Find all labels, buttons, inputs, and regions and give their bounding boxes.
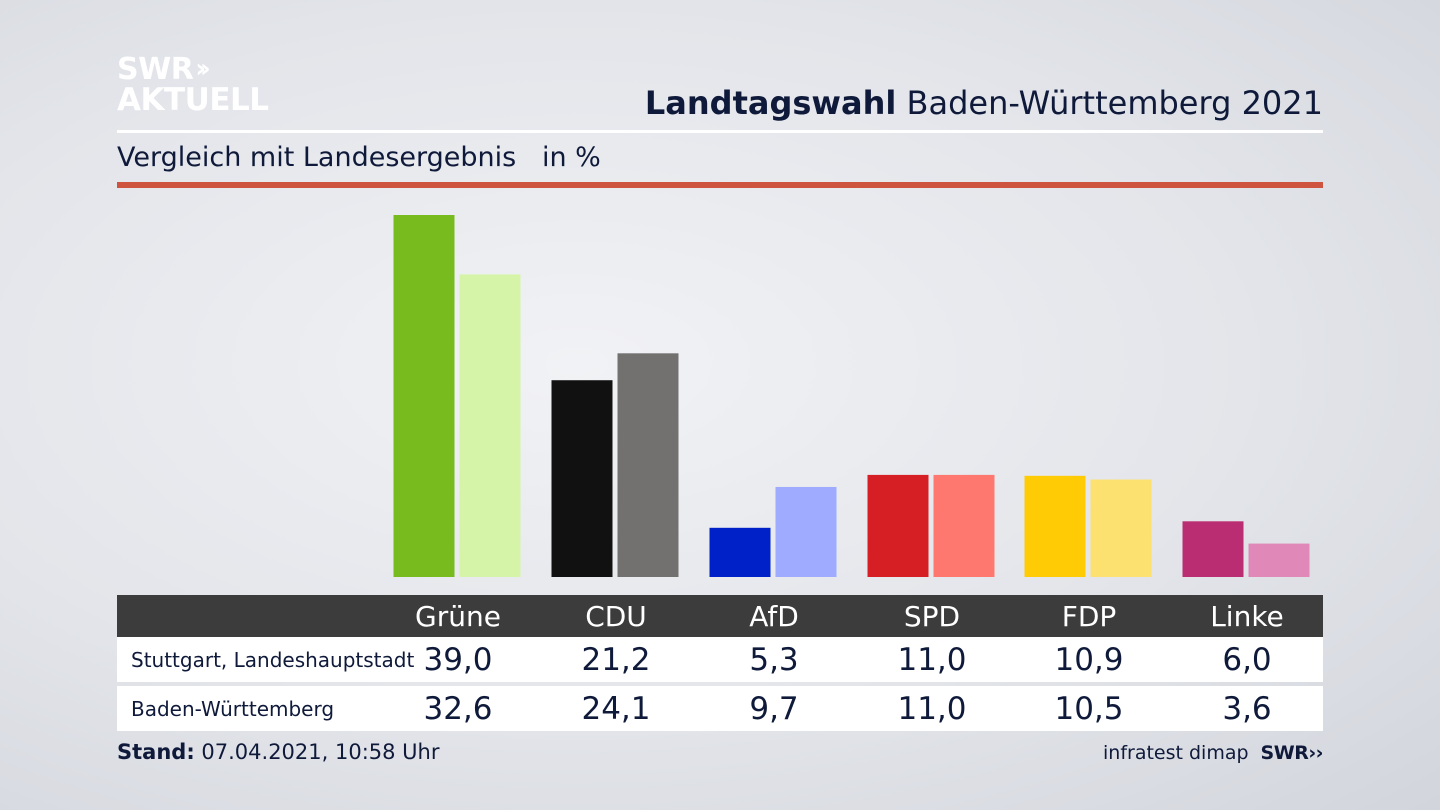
- swr-logo: SWR››: [1260, 742, 1324, 764]
- table-row: Baden-Württemberg 32,6 24,1 9,7 11,0 10,5 3,6: [117, 686, 1323, 731]
- table-row: Stuttgart, Landeshauptstadt 39,0 21,2 5,3 11…: [117, 637, 1323, 682]
- bar-gr-ne-landesergebnis: [459, 274, 521, 577]
- value-cell: 10,5: [1054, 690, 1124, 727]
- value-cell: 5,3: [749, 641, 799, 678]
- bar-spd-stuttgart: [867, 474, 929, 577]
- bar-spd-landesergebnis: [933, 474, 995, 577]
- column-header: Grüne: [415, 599, 501, 633]
- row-label: Stuttgart, Landeshauptstadt: [131, 647, 415, 672]
- page-title: Landtagswahl Baden-Württemberg 2021: [645, 84, 1323, 122]
- stand-value: 07.04.2021, 10:58 Uhr: [194, 740, 440, 764]
- value-cell: 11,0: [897, 641, 967, 678]
- bar-cdu-stuttgart: [551, 380, 613, 577]
- logo-line1: SWR: [117, 52, 194, 87]
- value-cell: 24,1: [581, 690, 651, 727]
- value-cell: 21,2: [581, 641, 651, 678]
- swr-aktuell-logo: SWR ›› AKTUELL: [117, 54, 269, 116]
- column-header: Linke: [1210, 599, 1284, 633]
- title-divider: [117, 130, 1323, 133]
- results-table: Grüne CDU AfD SPD FDP Linke Stuttgart, Landes…: [117, 595, 1323, 731]
- row-label: Baden-Württemberg: [131, 696, 335, 721]
- swr-logo-text: SWR: [1260, 742, 1309, 764]
- chevrons-icon: ››: [1308, 742, 1323, 764]
- chart-subtitle: Vergleich mit Landesergebnis in %: [117, 142, 601, 173]
- value-cell: 10,9: [1054, 641, 1124, 678]
- bar-linke-stuttgart: [1182, 521, 1244, 577]
- title-rest: Baden-Württemberg 2021: [906, 84, 1324, 122]
- table-body: Stuttgart, Landeshauptstadt 39,0 21,2 5,3 11…: [117, 637, 1323, 731]
- value-cell: 39,0: [423, 641, 493, 678]
- source-credit: infratest dimap SWR››: [1103, 742, 1323, 764]
- column-header: CDU: [585, 599, 647, 633]
- value-cell: 9,7: [749, 690, 799, 727]
- column-header: AfD: [749, 599, 799, 633]
- bar-afd-landesergebnis: [775, 486, 837, 577]
- bar-linke-landesergebnis: [1248, 543, 1310, 577]
- source-text: infratest dimap: [1103, 742, 1249, 764]
- title-bold: Landtagswahl: [644, 84, 897, 122]
- bar-gr-ne-stuttgart: [393, 215, 455, 577]
- table-header-row: Grüne CDU AfD SPD FDP Linke: [117, 595, 1323, 637]
- value-cell: 32,6: [423, 690, 493, 727]
- logo-line2: AKTUELL: [117, 82, 269, 118]
- stand-label: Stand:: [117, 740, 195, 764]
- bar-fdp-landesergebnis: [1090, 479, 1152, 577]
- value-cell: 11,0: [897, 690, 967, 727]
- column-header: FDP: [1061, 599, 1117, 633]
- bar-fdp-stuttgart: [1024, 475, 1086, 577]
- bar-cdu-landesergebnis: [617, 353, 679, 577]
- value-cell: 3,6: [1222, 690, 1272, 727]
- timestamp: Stand: 07.04.2021, 10:58 Uhr: [117, 740, 440, 764]
- value-cell: 6,0: [1222, 641, 1272, 678]
- accent-divider: [117, 182, 1323, 188]
- bar-afd-stuttgart: [709, 527, 771, 577]
- column-header: SPD: [903, 599, 961, 633]
